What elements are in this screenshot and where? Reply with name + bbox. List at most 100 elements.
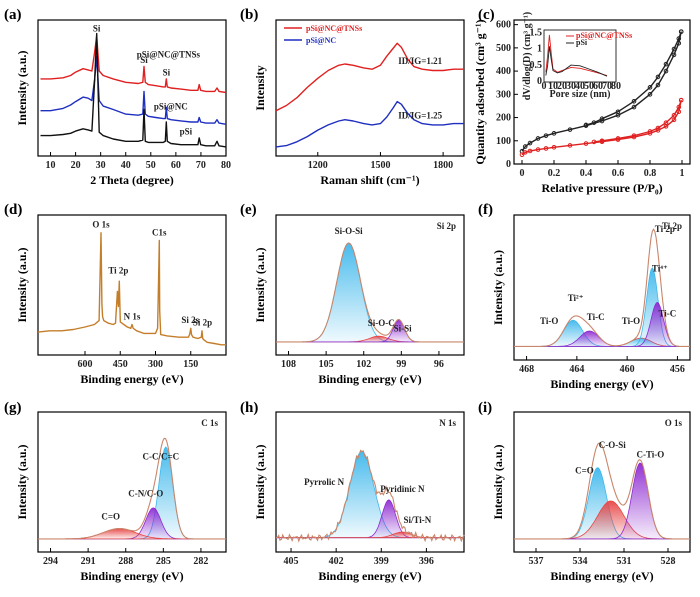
y-axis-label: Intensity (a.u.) [253, 247, 267, 322]
x-tick-label: 450 [113, 359, 128, 370]
panel-label: (a) [4, 7, 22, 23]
series-line [40, 55, 227, 125]
plot-frame [275, 19, 465, 157]
inset-x-tick-label: 20 [557, 81, 567, 92]
inset-x-tick-label: 10 [548, 81, 558, 92]
x-tick-label: 405 [284, 556, 299, 567]
legend-entry: pSi@NC@TNSs [306, 24, 362, 33]
x-tick-label: 1800 [433, 160, 453, 171]
x-tick-label: 396 [419, 556, 434, 567]
annotation-label: C=O [575, 465, 594, 475]
plot-frame [37, 411, 227, 553]
annotation-label: Ti²⁺ [568, 293, 584, 303]
inset-series-line [545, 34, 608, 76]
data-point [615, 136, 621, 141]
annotation-label: Pyridinic N [380, 484, 425, 494]
x-tick-label: 456 [670, 364, 685, 375]
x-tick-label: 300 [148, 359, 163, 370]
data-point [527, 140, 533, 146]
y-axis-label: Intensity (a.u.) [491, 444, 505, 519]
annotation-label: ID/IG=1.21 [398, 56, 442, 66]
annotation-label: Ti-C [587, 312, 605, 322]
x-tick-label: 528 [661, 556, 676, 567]
inset-x-axis-label: Pore size (nm) [550, 89, 611, 100]
panel-title: C 1s [201, 418, 218, 428]
y-axis-label: Intensity (a.u.) [15, 444, 29, 519]
plot-frame [513, 411, 691, 553]
panel-label: (f) [478, 202, 493, 218]
x-tick-label: 534 [573, 556, 588, 567]
data-point [631, 104, 637, 110]
inset-x-tick-label: 30 [566, 81, 576, 92]
annotation-label: Si-O-Si [335, 226, 364, 236]
inset-legend-entry: pSi@NC@TNSs [576, 31, 632, 40]
y-tick-label: 600 [496, 20, 511, 31]
x-tick-label: 10 [46, 160, 56, 171]
inset-series-line [545, 46, 608, 77]
annotation-label: C-O-Si [599, 440, 626, 450]
data-point [591, 120, 597, 125]
panel-title: O 1s [665, 418, 683, 428]
x-tick-label: 0.4 [580, 168, 593, 179]
x-tick-label: 1500 [370, 160, 390, 171]
series-line [521, 99, 682, 156]
x-axis-label: Binding energy (eV) [318, 372, 421, 386]
x-axis-label: Binding energy (eV) [318, 569, 421, 583]
data-point [599, 138, 605, 144]
panel-title: Si 2p [437, 221, 456, 231]
x-tick-label: 402 [329, 556, 344, 567]
x-tick-label: 1 [680, 168, 685, 179]
y-axis-label: Intensity [253, 65, 267, 110]
plot-frame [275, 411, 465, 553]
panel-e: 108 105 102 99 96 Binding energy (eV) Intensit… [240, 202, 465, 386]
panel-label: (e) [240, 202, 257, 218]
data-point [676, 104, 682, 110]
annotation-label: C-C/C=C [143, 452, 180, 462]
x-tick-label: 288 [118, 556, 133, 567]
plot-frame [37, 19, 227, 157]
annotation-label: C-Ti-O [636, 449, 664, 459]
x-tick-label: 0 [520, 168, 525, 179]
y-tick-label: 100 [496, 136, 511, 147]
annotation-label: C=O [101, 511, 120, 521]
annotation-label: Si-O-C [368, 318, 395, 328]
legend-entry: pSi@NC [306, 36, 336, 45]
plot-frame [513, 214, 691, 361]
data-point [543, 133, 549, 138]
series-line [40, 32, 227, 148]
inset-x-tick-label: 60 [593, 81, 603, 92]
annotation-label: Ti⁴⁺ [652, 263, 668, 273]
x-tick-label: 50 [146, 160, 156, 171]
x-tick-label: 108 [281, 359, 296, 370]
data-point [583, 141, 589, 146]
x-tick-label: 96 [434, 359, 444, 370]
data-point [676, 109, 682, 115]
inset-x-tick-label: 50 [584, 81, 594, 92]
inset-x-tick-label: 40 [575, 81, 585, 92]
data-point [543, 146, 549, 151]
annotation-label: Ti-O [540, 316, 558, 326]
x-tick-label: 20 [71, 160, 81, 171]
annotation-label: Si [93, 23, 101, 33]
panel-label: (b) [240, 7, 258, 23]
annotation-label: C-N/C-O [128, 488, 163, 498]
x-tick-label: 0.2 [548, 168, 561, 179]
data-point [678, 97, 684, 103]
annotation-label: Si 2p [193, 318, 212, 328]
annotation-label: Ti-O [622, 316, 640, 326]
y-tick-label: 500 [496, 43, 511, 54]
y-tick-label: 400 [496, 66, 511, 77]
panel-label: (g) [4, 400, 22, 416]
envelope-line [276, 242, 464, 343]
data-point [631, 98, 637, 104]
annotation-label: O 1s [92, 220, 110, 230]
panel-label: (d) [4, 202, 22, 218]
x-tick-label: 468 [519, 364, 534, 375]
plot-frame [275, 214, 465, 356]
x-tick-label: 460 [620, 364, 635, 375]
data-point [671, 52, 677, 58]
x-tick-label: 1200 [308, 160, 328, 171]
panel-h: 405 402 399 396 Binding energy (eV) Intensity… [240, 400, 465, 583]
data-point [647, 92, 653, 97]
x-tick-label: 464 [569, 364, 584, 375]
